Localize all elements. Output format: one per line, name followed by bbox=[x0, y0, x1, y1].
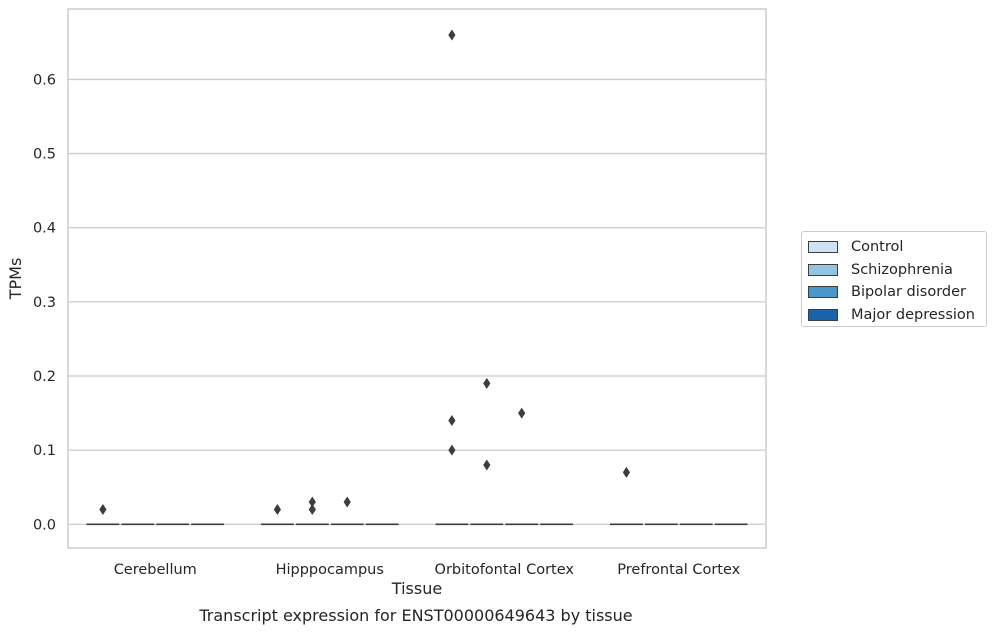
chart-caption: Transcript expression for ENST0000064964… bbox=[199, 606, 633, 625]
legend-swatch-major-depression bbox=[808, 308, 838, 321]
y-tick-label: 0.3 bbox=[33, 295, 56, 311]
y-tick-label: 0.4 bbox=[33, 221, 56, 237]
outlier-point bbox=[308, 503, 316, 515]
legend-label-schizophrenia: Schizophrenia bbox=[851, 261, 953, 278]
outlier-point bbox=[448, 444, 456, 456]
legend-label-bipolar-disorder: Bipolar disorder bbox=[851, 284, 966, 301]
y-tick-labels: 0.0 0.1 0.2 0.3 0.4 0.5 0.6 bbox=[33, 72, 56, 533]
y-tick-label: 0.1 bbox=[33, 443, 56, 459]
x-tick-label-orbitofontal-cortex: Orbitofontal Cortex bbox=[435, 562, 575, 578]
legend-label-control: Control bbox=[851, 239, 904, 256]
outlier-point bbox=[448, 414, 456, 426]
outlier-point bbox=[483, 377, 491, 389]
legend-item-schizophrenia: Schizophrenia bbox=[808, 259, 986, 282]
outlier-point bbox=[622, 466, 630, 478]
y-axis-label: TPMs bbox=[6, 258, 25, 301]
y-tick-label: 0.0 bbox=[33, 517, 56, 533]
legend: Control Schizophrenia Bipolar disorder M… bbox=[801, 231, 987, 327]
outlier-point bbox=[483, 459, 491, 471]
y-tick-label: 0.2 bbox=[33, 369, 56, 385]
legend-item-major-depression: Major depression bbox=[808, 304, 986, 327]
outlier-point bbox=[308, 496, 316, 508]
x-tick-label-prefrontal-cortex: Prefrontal Cortex bbox=[617, 562, 740, 578]
grid-lines bbox=[68, 78, 766, 525]
x-tick-label-hipppocampus: Hipppocampus bbox=[276, 562, 384, 578]
outlier-point bbox=[518, 407, 526, 419]
x-tick-label-cerebellum: Cerebellum bbox=[114, 562, 197, 578]
legend-item-bipolar-disorder: Bipolar disorder bbox=[808, 281, 986, 304]
legend-label-major-depression: Major depression bbox=[851, 306, 975, 323]
legend-swatch-control bbox=[808, 241, 838, 254]
x-axis-label: Tissue bbox=[391, 579, 442, 598]
outlier-point bbox=[448, 29, 456, 41]
legend-item-control: Control bbox=[808, 236, 986, 259]
y-tick-label: 0.5 bbox=[33, 147, 56, 163]
outlier-point bbox=[99, 503, 107, 515]
legend-swatch-schizophrenia bbox=[808, 263, 838, 276]
plot-frame bbox=[67, 8, 767, 549]
outlier-points bbox=[99, 29, 630, 515]
legend-swatch-bipolar-disorder bbox=[808, 286, 838, 299]
y-tick-label: 0.6 bbox=[33, 72, 56, 88]
outlier-point bbox=[273, 503, 281, 515]
x-tick-labels: Cerebellum Hipppocampus Orbitofontal Corte… bbox=[114, 562, 741, 578]
outlier-point bbox=[343, 496, 351, 508]
